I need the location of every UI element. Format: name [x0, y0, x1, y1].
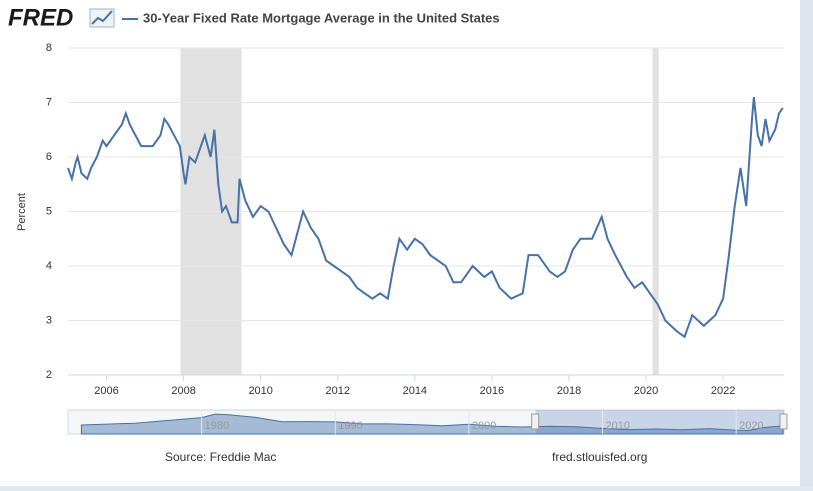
x-tick-label: 2012 — [326, 385, 350, 397]
logo-icon-line — [91, 10, 113, 25]
y-tick-label: 4 — [46, 260, 52, 272]
legend-label: 30-Year Fixed Rate Mortgage Average in t… — [143, 10, 500, 25]
y-tick-label: 5 — [46, 205, 52, 217]
y-tick-label: 3 — [46, 314, 52, 326]
navigator-tick-label: 1980 — [205, 420, 229, 432]
x-tick-label: 2008 — [171, 385, 195, 397]
y-tick-label: 8 — [46, 42, 52, 54]
sidebar — [800, 0, 813, 486]
y-tick-label: 2 — [46, 369, 52, 381]
navigator-tick-label: 1990 — [338, 420, 362, 432]
url[interactable]: fred.stlouisfed.org — [552, 450, 647, 464]
navigator-tick-label: 2010 — [606, 420, 630, 432]
x-tick-label: 2020 — [634, 385, 658, 397]
logo: FRED — [8, 4, 73, 31]
x-tick-label: 2022 — [711, 385, 735, 397]
panel — [0, 0, 800, 486]
logo-icon — [89, 8, 115, 28]
y-tick-label: 7 — [46, 96, 52, 108]
navigator-handle[interactable] — [531, 413, 540, 430]
x-tick-label: 2010 — [248, 385, 272, 397]
x-tick-label: 2016 — [480, 385, 504, 397]
navigator-handle[interactable] — [779, 413, 788, 430]
y-tick-label: 6 — [46, 151, 52, 163]
navigator-tick-label: 2020 — [739, 420, 763, 432]
navigator-area — [80, 413, 784, 435]
source: Source: Freddie Mac — [165, 450, 276, 464]
x-tick-label: 2006 — [94, 385, 118, 397]
data-line — [67, 96, 784, 339]
y-axis-label: Percent — [16, 193, 28, 231]
navigator-tick-label: 2000 — [472, 420, 496, 432]
x-tick-label: 2018 — [557, 385, 581, 397]
x-tick-label: 2014 — [403, 385, 427, 397]
